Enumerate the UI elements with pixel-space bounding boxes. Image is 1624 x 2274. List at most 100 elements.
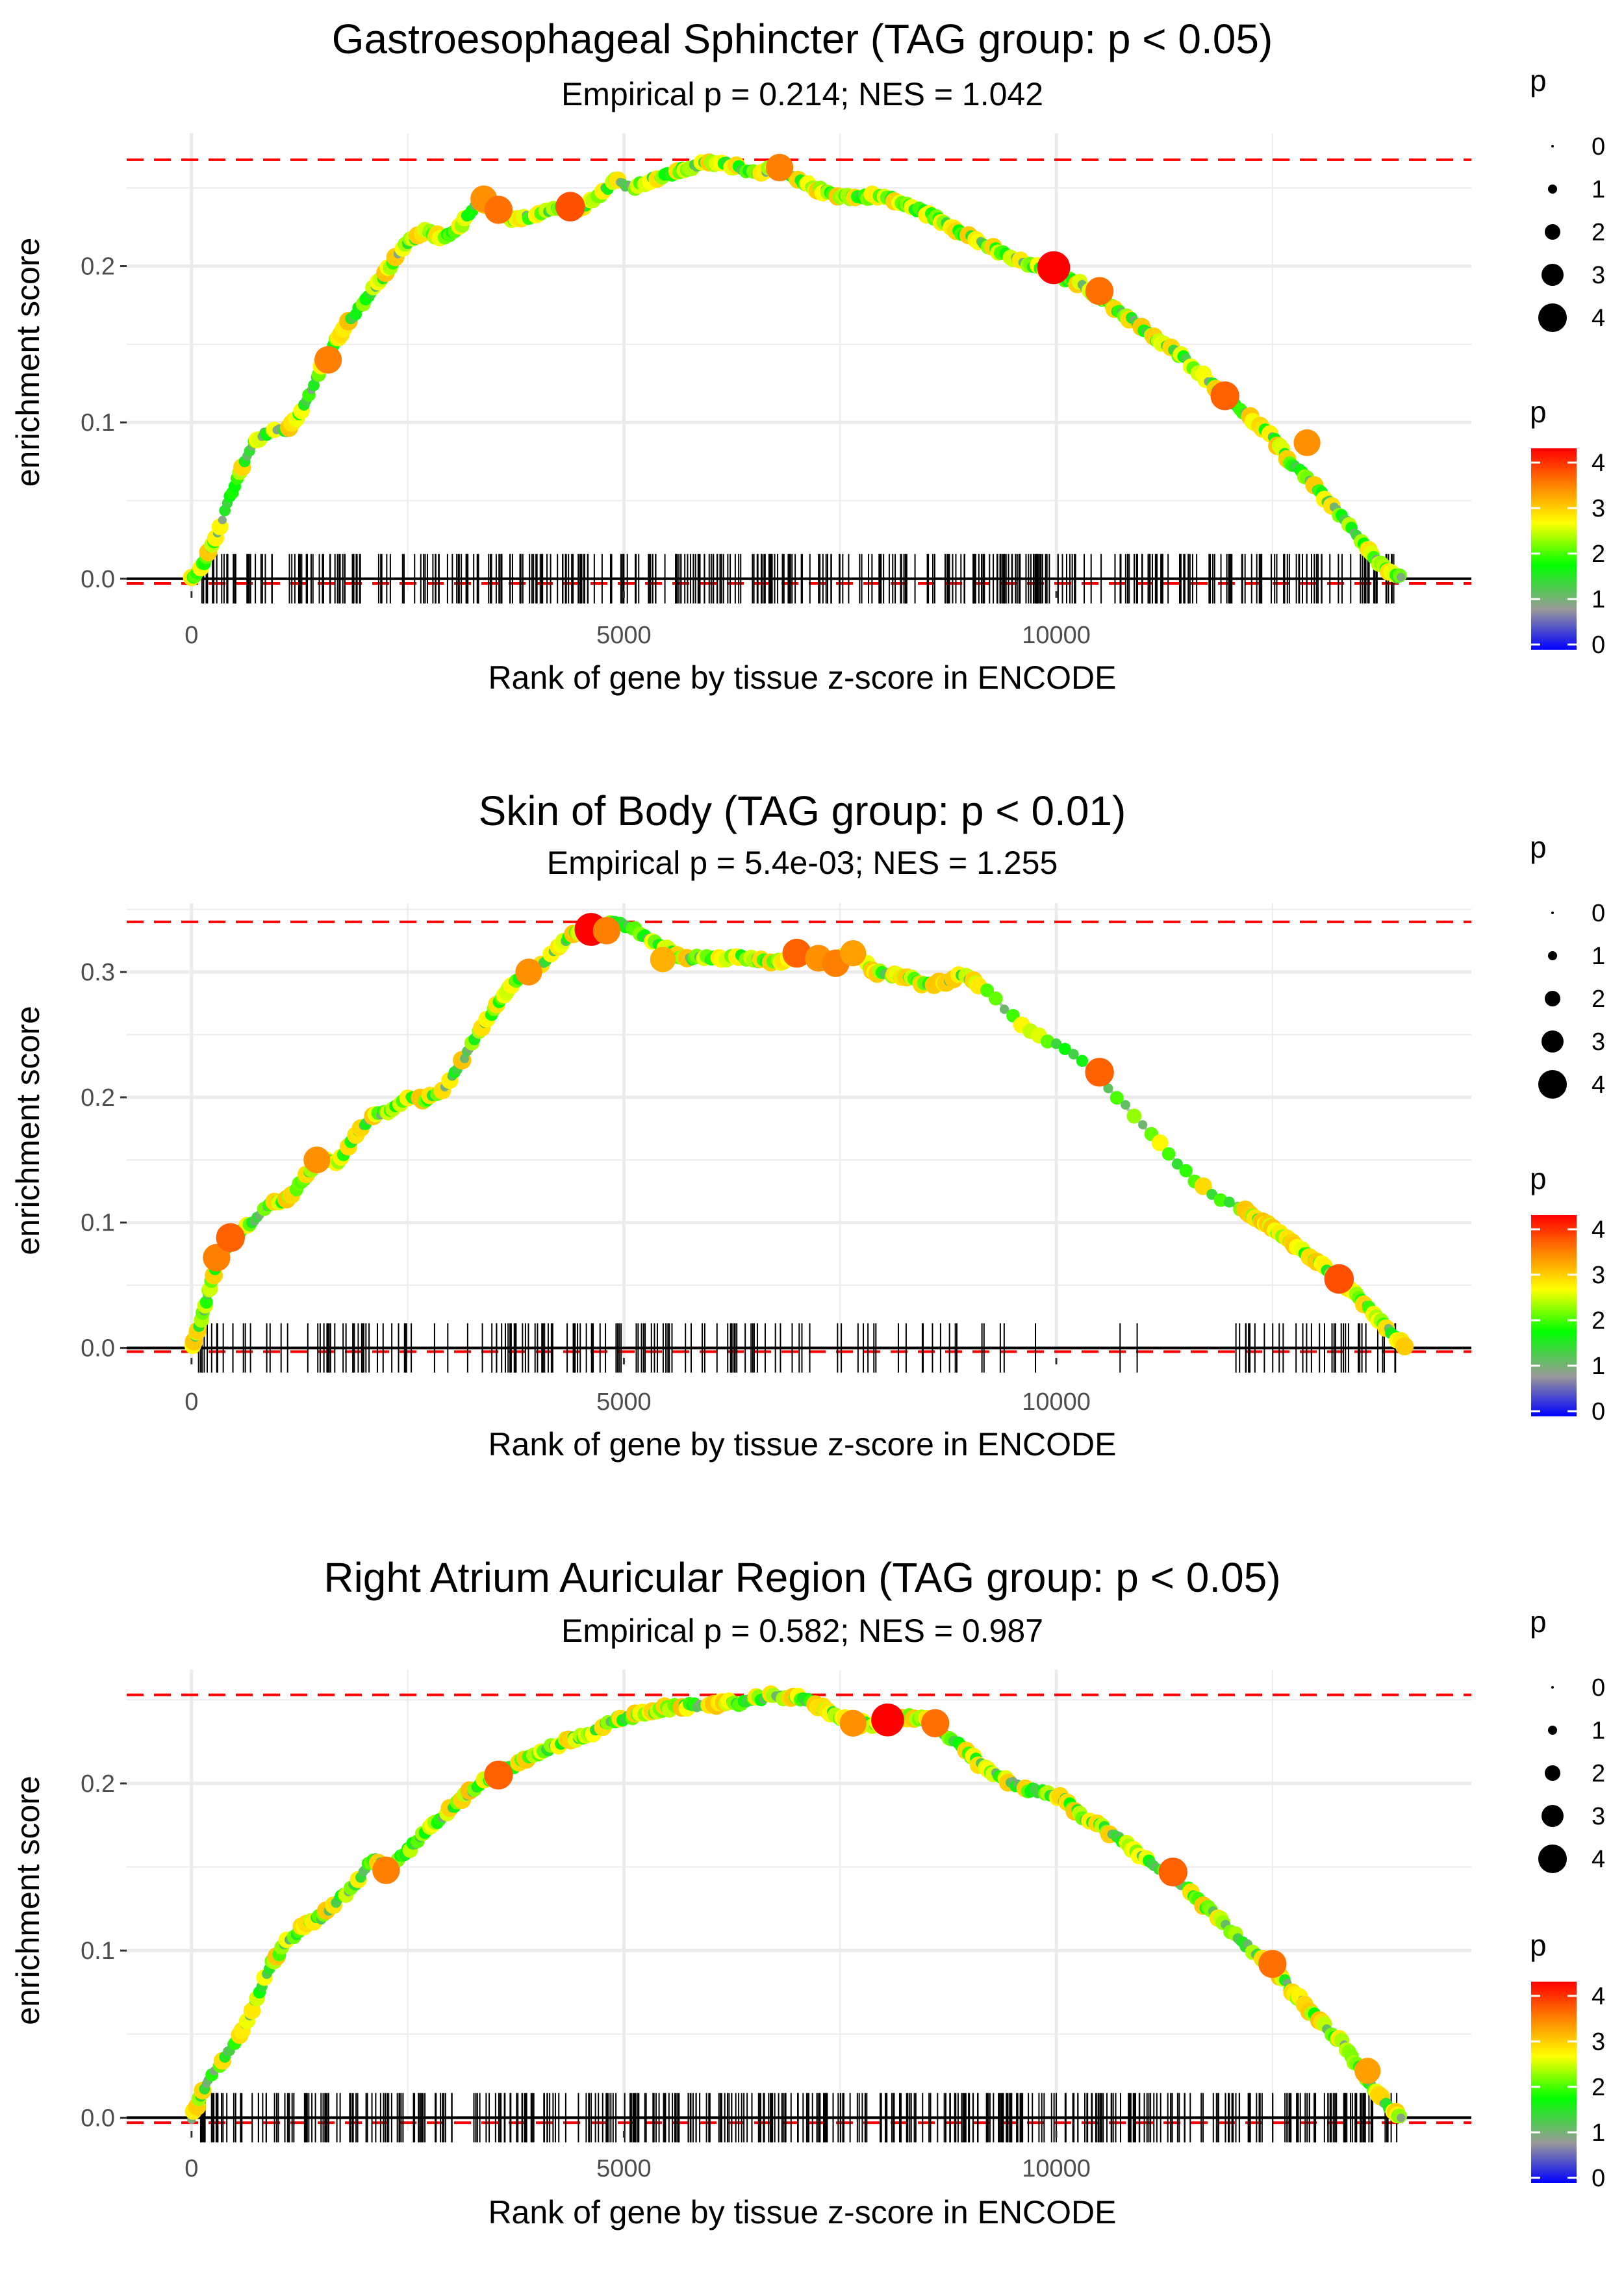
panel-subtitle: Empirical p = 5.4e-03; NES = 1.255: [547, 845, 1058, 881]
size-legend: p 0 1 2 3 4: [1530, 64, 1605, 332]
gene-point: [218, 515, 227, 524]
gene-point: [1223, 1196, 1235, 1208]
gene-point: [1194, 1177, 1212, 1195]
y-tick-label: 0.0: [81, 2104, 115, 2132]
gene-point-highlight: [515, 958, 542, 986]
color-legend-label: 0: [1592, 1398, 1605, 1425]
color-legend-title: p: [1530, 395, 1547, 429]
size-legend-label: 4: [1592, 305, 1605, 332]
gene-point-highlight: [1293, 429, 1321, 457]
color-legend-label: 1: [1592, 1353, 1605, 1380]
x-tick-label: 10000: [1022, 622, 1091, 649]
size-legend-label: 4: [1592, 1846, 1605, 1873]
gene-point-highlight: [484, 1760, 513, 1790]
gene-point: [1110, 1091, 1124, 1105]
gene-point: [1138, 1120, 1148, 1130]
gene-point-highlight: [203, 1244, 231, 1271]
color-legend-bar: [1531, 1215, 1577, 1416]
size-legend-label: 4: [1592, 1071, 1605, 1099]
gene-point: [1058, 1042, 1071, 1055]
size-legend-key: [1545, 991, 1560, 1006]
gene-point-highlight: [765, 153, 794, 182]
color-legend-label: 0: [1592, 2165, 1605, 2192]
gene-point: [989, 991, 1003, 1006]
color-legend: p 0 1 2 3 4: [1530, 1928, 1605, 2192]
gene-point: [1103, 1083, 1113, 1093]
color-legend-label: 2: [1592, 1307, 1605, 1335]
size-legend-label: 0: [1592, 900, 1605, 927]
x-tick-label: 5000: [596, 2155, 652, 2182]
gene-point-highlight: [216, 1223, 245, 1253]
panels: Gastroesophageal Sphincter (TAG group: p…: [10, 16, 1605, 2230]
size-legend-label: 1: [1592, 176, 1605, 203]
gene-point-highlight: [1158, 1858, 1187, 1887]
color-legend-bar: [1531, 448, 1577, 650]
y-tick-label: 0.3: [81, 959, 115, 986]
color-legend-label: 4: [1592, 1216, 1605, 1244]
size-legend-key: [1542, 1805, 1564, 1827]
y-tick-label: 0.2: [81, 1084, 115, 1112]
size-legend-label: 0: [1592, 133, 1605, 160]
size-legend-key: [1542, 1030, 1564, 1053]
es-curve: [190, 920, 1408, 1349]
color-legend-title: p: [1530, 1162, 1547, 1195]
gene-point: [243, 2002, 261, 2020]
size-legend-key: [1542, 264, 1564, 286]
panel-1: Gastroesophageal Sphincter (TAG group: p…: [10, 16, 1605, 696]
gene-points: [184, 913, 1414, 1356]
color-legend: p 0 1 2 3 4: [1530, 1162, 1605, 1425]
size-legend-key: [1551, 145, 1554, 147]
y-axis-label: enrichment score: [10, 1776, 46, 2025]
gene-point-highlight: [1354, 2058, 1381, 2084]
color-legend-label: 1: [1592, 586, 1605, 613]
size-legend-label: 3: [1592, 1803, 1605, 1830]
gene-points: [183, 153, 1407, 587]
size-legend-label: 0: [1592, 1674, 1605, 1702]
gene-point-highlight: [1258, 1950, 1287, 1978]
gene-point-highlight: [1210, 381, 1239, 411]
gene-point: [1121, 1100, 1130, 1110]
gene-point: [1395, 1337, 1414, 1356]
size-legend-label: 2: [1592, 219, 1605, 246]
gene-point-highlight: [1037, 251, 1071, 285]
gene-point: [1396, 572, 1406, 582]
size-legend-title: p: [1530, 1605, 1547, 1639]
panel-2: Skin of Body (TAG group: p < 0.01) Empiri…: [10, 787, 1605, 1463]
gene-point-highlight: [1085, 277, 1114, 305]
panel-title: Gastroesophageal Sphincter (TAG group: p…: [332, 16, 1273, 62]
y-tick-label: 0.0: [81, 1335, 115, 1362]
color-legend-label: 4: [1592, 1983, 1605, 2010]
x-tick-label: 10000: [1022, 1388, 1091, 1416]
gene-point-highlight: [555, 192, 585, 222]
size-legend-label: 3: [1592, 1028, 1605, 1056]
size-legend-key: [1545, 224, 1560, 240]
es-curve: [190, 161, 1403, 581]
color-legend-label: 3: [1592, 1262, 1605, 1289]
size-legend-label: 2: [1592, 986, 1605, 1013]
gene-point-highlight: [314, 346, 342, 374]
size-legend-key: [1548, 951, 1557, 960]
size-legend: p 0 1 2 3 4: [1530, 1605, 1605, 1873]
rug: [197, 1323, 1397, 1373]
size-legend-key: [1545, 1765, 1560, 1781]
size-legend-key: [1551, 1686, 1554, 1689]
gene-point: [1126, 1108, 1142, 1124]
color-legend-label: 3: [1592, 2028, 1605, 2056]
gene-point: [980, 983, 995, 997]
size-legend-label: 3: [1592, 262, 1605, 289]
size-legend-key: [1538, 1845, 1567, 1873]
x-axis-label: Rank of gene by tissue z-score in ENCODE: [488, 659, 1116, 696]
y-tick-label: 0.2: [81, 253, 115, 281]
size-legend-title: p: [1530, 830, 1547, 864]
color-legend-label: 2: [1592, 2074, 1605, 2101]
x-tick-label: 0: [184, 1388, 198, 1416]
gene-point-highlight: [920, 1709, 950, 1737]
gene-point-highlight: [840, 940, 867, 967]
panel-title: Right Atrium Auricular Region (TAG group…: [324, 1554, 1280, 1601]
gridlines: [127, 903, 1471, 1358]
panel-3: Right Atrium Auricular Region (TAG group…: [10, 1554, 1605, 2230]
color-legend-label: 1: [1592, 2119, 1605, 2147]
gene-point: [1050, 1038, 1062, 1049]
gene-point-highlight: [782, 938, 811, 968]
